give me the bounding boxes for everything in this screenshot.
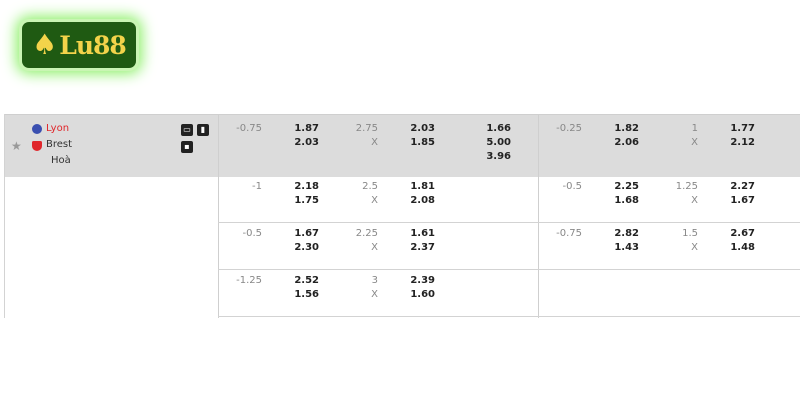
odds-button[interactable]: 2.52 [294, 275, 319, 286]
divider [538, 114, 539, 318]
handicap-line: -0.5 [242, 228, 262, 239]
total-x-label: X [371, 195, 378, 206]
odds-button[interactable]: 1.60 [410, 289, 435, 300]
lu88-logo[interactable]: ♠ Lu88 [22, 22, 136, 68]
odds-button[interactable]: 1.75 [294, 195, 319, 206]
odds-button[interactable]: 2.67 [730, 228, 755, 239]
brest-badge-icon [32, 141, 42, 151]
total-x-label: X [371, 137, 378, 148]
half-total-line: 1.5 [682, 228, 698, 239]
odds-button[interactable]: 1.67 [730, 195, 755, 206]
odds-table: ★ Lyon Brest Hoà ▭ ▮ ▪ -0.75 1.87 2.03 2.75… [4, 114, 800, 318]
odds-button[interactable]: 2.82 [614, 228, 639, 239]
home-team[interactable]: Lyon [46, 123, 70, 134]
odds-button[interactable]: 1.61 [410, 228, 435, 239]
half-total-line: 1.25 [675, 181, 698, 192]
total-line: 2.5 [362, 181, 378, 192]
odds-button[interactable]: 1.87 [294, 123, 319, 134]
odds-button[interactable]: 1.77 [730, 123, 755, 134]
logo-text: Lu88 [59, 30, 127, 60]
total-x-label: X [371, 289, 378, 300]
odds-button[interactable]: 1.48 [730, 242, 755, 253]
lyon-badge-icon [32, 124, 42, 134]
odds-button[interactable]: 2.03 [410, 123, 435, 134]
odds-button[interactable]: 2.37 [410, 242, 435, 253]
lineup-icon[interactable]: ▪ [181, 141, 193, 153]
odds-button[interactable]: 1.68 [614, 195, 639, 206]
odds-button[interactable]: 1.67 [294, 228, 319, 239]
divider [4, 114, 5, 318]
odds-button[interactable]: 1.85 [410, 137, 435, 148]
odds-button[interactable]: 3.96 [486, 151, 511, 162]
divider [218, 114, 219, 318]
spade-icon: ♠ [32, 28, 58, 61]
divider [218, 269, 800, 270]
odds-button[interactable]: 1.82 [614, 123, 639, 134]
divider [218, 222, 800, 223]
half-total-x-label: X [691, 195, 698, 206]
half-handicap-line: -0.75 [556, 228, 582, 239]
odds-button[interactable]: 1.43 [614, 242, 639, 253]
odds-button[interactable]: 5.00 [486, 137, 511, 148]
odds-button[interactable]: 1.81 [410, 181, 435, 192]
handicap-line: -0.75 [236, 123, 262, 134]
draw-label: Hoà [51, 155, 71, 166]
odds-button[interactable]: 2.25 [614, 181, 639, 192]
odds-button[interactable]: 2.06 [614, 137, 639, 148]
odds-button[interactable]: 2.30 [294, 242, 319, 253]
total-x-label: X [371, 242, 378, 253]
half-handicap-line: -0.25 [556, 123, 582, 134]
handicap-line: -1.25 [236, 275, 262, 286]
odds-button[interactable]: 2.18 [294, 181, 319, 192]
away-team[interactable]: Brest [46, 139, 73, 150]
half-total-line: 1 [691, 123, 698, 134]
odds-button[interactable]: 2.27 [730, 181, 755, 192]
odds-button[interactable]: 2.39 [410, 275, 435, 286]
half-handicap-line: -0.5 [562, 181, 582, 192]
total-line: 3 [371, 275, 378, 286]
odds-button[interactable]: 1.56 [294, 289, 319, 300]
odds-button[interactable]: 1.66 [486, 123, 511, 134]
odds-button[interactable]: 2.08 [410, 195, 435, 206]
match-header-row [4, 114, 800, 177]
total-line: 2.25 [355, 228, 378, 239]
total-line: 2.75 [355, 123, 378, 134]
divider [218, 316, 800, 317]
handicap-line: -1 [252, 181, 262, 192]
stats-icon[interactable]: ▮ [197, 124, 209, 136]
half-total-x-label: X [691, 242, 698, 253]
star-icon[interactable]: ★ [11, 139, 22, 153]
odds-button[interactable]: 2.03 [294, 137, 319, 148]
odds-button[interactable]: 2.12 [730, 137, 755, 148]
half-total-x-label: X [691, 137, 698, 148]
tv-icon[interactable]: ▭ [181, 124, 193, 136]
